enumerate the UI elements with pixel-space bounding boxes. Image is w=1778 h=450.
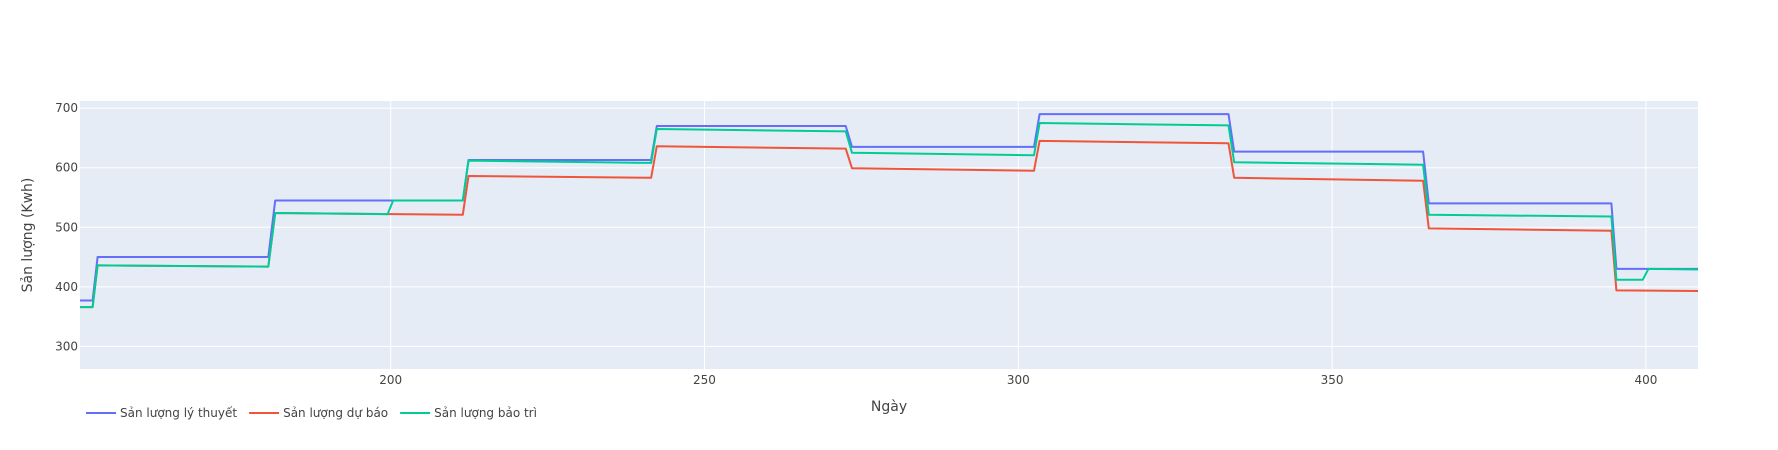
x-tick-label: 200	[379, 373, 402, 387]
y-tick-label: 300	[55, 339, 78, 353]
legend[interactable]: Sản lượng lý thuyết Sản lượng dự báo Sản l…	[86, 406, 537, 420]
gridlines	[80, 101, 1698, 369]
legend-item-3[interactable]: Sản lượng bảo trì	[400, 406, 537, 420]
y-axis-ticks: 300 400 500 600 700	[55, 101, 78, 353]
plot-background	[80, 101, 1698, 369]
x-axis-title: Ngày	[871, 399, 907, 415]
y-axis-title: Sản lượng (Kwh)	[20, 178, 36, 293]
y-tick-label: 700	[55, 101, 78, 115]
legend-item-2[interactable]: Sản lượng dự báo	[249, 406, 388, 420]
legend-label: Sản lượng dự báo	[283, 406, 388, 420]
legend-item-1[interactable]: Sản lượng lý thuyết	[86, 406, 237, 420]
series-line-3	[80, 122, 1699, 309]
y-tick-label: 600	[55, 161, 78, 175]
series-layer	[80, 113, 1699, 309]
x-axis-ticks: 200 250 300 350 400	[379, 373, 1657, 387]
x-tick-label: 400	[1634, 373, 1657, 387]
series-line-1	[80, 113, 1698, 302]
legend-label: Sản lượng lý thuyết	[120, 406, 237, 420]
legend-label: Sản lượng bảo trì	[434, 406, 537, 420]
x-tick-label: 300	[1007, 373, 1030, 387]
x-tick-label: 350	[1321, 373, 1344, 387]
y-tick-label: 500	[55, 220, 78, 234]
y-tick-label: 400	[55, 280, 78, 294]
x-tick-label: 250	[693, 373, 716, 387]
